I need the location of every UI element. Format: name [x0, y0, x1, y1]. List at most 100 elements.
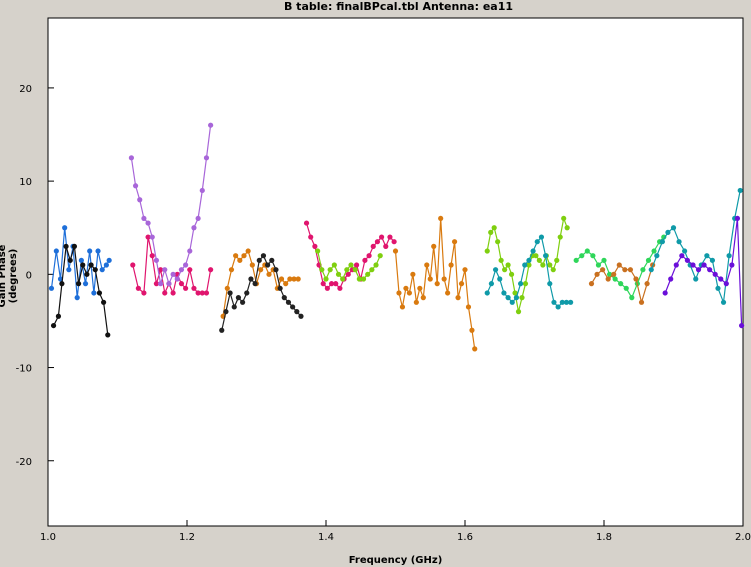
series-13	[648, 187, 743, 305]
data-point	[235, 295, 242, 301]
data-point	[228, 267, 235, 273]
data-point	[555, 304, 561, 310]
data-point	[187, 267, 193, 273]
data-point	[106, 257, 112, 263]
data-point	[337, 285, 343, 291]
data-point	[484, 248, 490, 254]
data-point	[135, 285, 141, 291]
series-2	[130, 234, 214, 296]
y-tick-label: -10	[16, 364, 32, 375]
data-point	[374, 239, 381, 245]
data-point	[283, 281, 289, 287]
data-point	[662, 290, 668, 296]
y-tick-label: 0	[26, 270, 32, 281]
data-point	[693, 276, 699, 282]
series-8	[392, 215, 478, 352]
data-point	[365, 271, 371, 277]
data-point	[451, 239, 458, 245]
data-point	[438, 215, 444, 222]
data-point	[269, 257, 275, 263]
data-point	[66, 267, 72, 273]
chart-title: B table: finalBPcal.tbl Antenna: ea11	[283, 0, 514, 13]
data-point	[448, 262, 454, 268]
data-point	[707, 267, 713, 273]
data-point	[377, 253, 383, 259]
data-point	[78, 257, 84, 263]
data-point	[153, 281, 160, 287]
data-point	[245, 248, 251, 254]
data-point	[420, 295, 426, 301]
data-point	[195, 215, 201, 222]
data-point	[522, 262, 528, 268]
data-point	[191, 285, 197, 291]
data-point	[328, 281, 335, 287]
data-point	[48, 285, 55, 291]
data-point	[547, 262, 553, 268]
data-point	[427, 276, 433, 282]
data-point	[162, 267, 168, 273]
data-point	[320, 281, 326, 287]
data-point	[462, 267, 468, 273]
data-point	[370, 243, 376, 249]
data-point	[356, 276, 362, 282]
data-point	[497, 276, 503, 282]
data-point	[96, 290, 103, 296]
data-point	[627, 267, 634, 273]
data-point	[80, 262, 86, 268]
data-point	[651, 248, 657, 254]
data-point	[224, 285, 230, 291]
data-point	[373, 262, 379, 268]
data-point	[455, 295, 461, 301]
data-point	[162, 290, 168, 296]
data-point	[241, 253, 247, 259]
data-point	[644, 281, 650, 287]
data-point	[219, 327, 225, 333]
data-point	[157, 281, 164, 287]
data-point	[105, 332, 111, 338]
data-point	[568, 299, 574, 305]
data-point	[252, 281, 258, 287]
data-point	[573, 257, 579, 263]
series-layer	[48, 122, 745, 352]
data-point	[149, 234, 155, 240]
data-point	[540, 262, 546, 268]
y-axis-label: Gain Phase (degrees)	[0, 244, 19, 308]
data-point	[431, 243, 437, 249]
data-point	[739, 322, 745, 329]
data-point	[492, 267, 499, 273]
data-point	[141, 290, 147, 296]
data-point	[659, 239, 665, 245]
data-point	[670, 225, 677, 231]
data-point	[533, 253, 539, 259]
data-point	[595, 262, 602, 268]
data-point	[128, 155, 134, 161]
data-point	[199, 290, 205, 296]
data-point	[63, 243, 69, 249]
data-point	[294, 309, 300, 315]
data-point	[612, 276, 618, 282]
data-point	[654, 253, 660, 259]
series-1	[50, 243, 111, 338]
data-point	[99, 267, 105, 273]
data-point	[265, 262, 271, 268]
data-point	[563, 299, 570, 305]
data-point	[417, 285, 423, 291]
data-point	[249, 262, 255, 268]
x-tick-label: 1.8	[596, 532, 612, 543]
data-point	[616, 262, 622, 268]
data-point	[344, 267, 350, 273]
data-point	[166, 281, 172, 287]
series-line	[305, 222, 395, 290]
data-point	[543, 253, 549, 259]
data-point	[88, 262, 94, 268]
data-point	[84, 271, 90, 277]
data-point	[715, 285, 721, 291]
series-14	[662, 215, 745, 329]
data-point	[298, 313, 304, 319]
data-point	[505, 295, 511, 301]
data-point	[174, 276, 180, 282]
series-5	[219, 253, 304, 333]
data-point	[53, 248, 59, 254]
data-point	[519, 295, 525, 301]
series-0	[48, 225, 112, 301]
